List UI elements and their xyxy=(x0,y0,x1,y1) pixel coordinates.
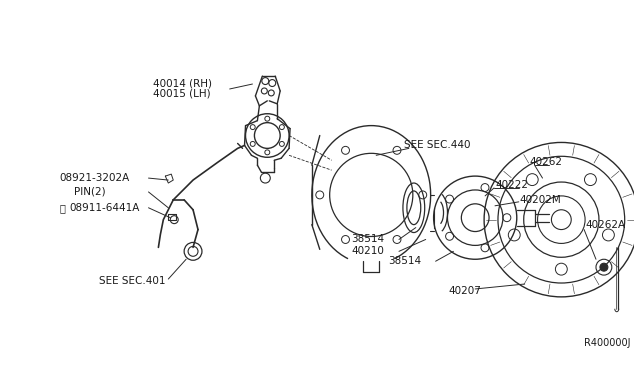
Text: PIN(2): PIN(2) xyxy=(74,187,106,197)
Text: 40222: 40222 xyxy=(495,180,528,190)
Text: 40014 (RH): 40014 (RH) xyxy=(154,78,212,88)
Circle shape xyxy=(600,263,608,271)
Text: 40207: 40207 xyxy=(449,286,481,296)
Text: 40262A: 40262A xyxy=(585,219,625,230)
Text: Ⓝ: Ⓝ xyxy=(60,203,65,213)
Text: SEE SEC.440: SEE SEC.440 xyxy=(404,140,470,150)
Text: 38514: 38514 xyxy=(351,234,385,244)
Text: SEE SEC.401: SEE SEC.401 xyxy=(99,276,166,286)
Text: R400000J: R400000J xyxy=(584,339,630,349)
Text: 08911-6441A: 08911-6441A xyxy=(69,203,140,213)
Text: 40210: 40210 xyxy=(351,246,385,256)
Text: 38514: 38514 xyxy=(388,256,421,266)
Text: 40262: 40262 xyxy=(530,157,563,167)
Text: 40015 (LH): 40015 (LH) xyxy=(154,89,211,99)
Text: 40202M: 40202M xyxy=(520,195,561,205)
Text: 08921-3202A: 08921-3202A xyxy=(60,173,130,183)
